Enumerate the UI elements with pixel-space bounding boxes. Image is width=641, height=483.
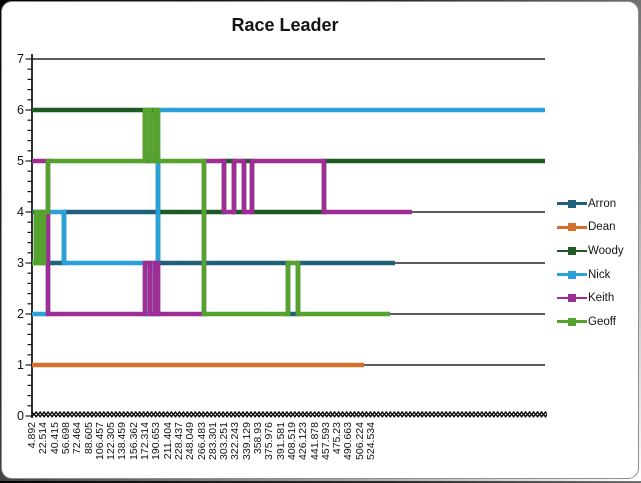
x-axis-label: 72.464	[71, 422, 84, 455]
legend-item-arron: Arron	[557, 192, 639, 216]
series-line-geoff	[32, 107, 390, 317]
legend-marker-square	[568, 270, 576, 279]
series-line-keith	[32, 158, 412, 317]
legend-label: Geoff	[588, 315, 616, 328]
legend-item-nick: Nick	[557, 263, 639, 287]
y-axis-label: 6	[17, 103, 24, 117]
x-axis-label: 426.123	[297, 422, 310, 460]
legend-marker-square	[568, 199, 576, 208]
legend-label: Dean	[588, 221, 616, 234]
series-line-woody	[32, 107, 545, 215]
legend-marker-icon	[557, 270, 587, 279]
legend-label: Nick	[588, 268, 611, 281]
x-axis-label: 22.514	[37, 422, 50, 455]
legend-marker-icon	[557, 294, 587, 303]
x-axis-label: 88.605	[82, 422, 95, 455]
legend-marker-icon	[557, 199, 587, 208]
y-axis-label: 1	[17, 358, 24, 372]
x-axis-label: 40.415	[48, 422, 61, 455]
legend-marker-square	[568, 317, 576, 326]
x-axis-label: 322.243	[229, 422, 242, 460]
x-axis-label: 524.534	[365, 422, 377, 460]
legend-item-dean: Dean	[557, 216, 639, 240]
y-axis-label: 5	[17, 154, 24, 168]
legend-marker-icon	[557, 246, 587, 255]
legend-marker-icon	[557, 223, 587, 232]
x-axis-label: 391.581	[274, 422, 287, 460]
legend-label: Keith	[588, 292, 615, 305]
y-axis-label: 3	[17, 256, 24, 270]
y-axis-label: 2	[17, 307, 24, 321]
y-axis-label: 4	[17, 205, 24, 219]
chart-title: Race Leader	[231, 15, 339, 35]
x-axis-label: 211.404	[161, 422, 174, 460]
x-axis-label: 248.049	[184, 422, 197, 460]
legend-marker-square	[568, 246, 576, 255]
legend-label: Arron	[588, 197, 617, 210]
y-axis-label: 7	[17, 52, 24, 66]
legend: Arron Dean Woody Nick Keith Geoff	[557, 192, 639, 334]
y-axis-label: 0	[17, 409, 24, 423]
x-axis-label: 375.976	[263, 422, 276, 460]
x-axis-label: 190.653	[150, 422, 163, 460]
x-axis-label: 266.483	[195, 422, 208, 460]
legend-marker-square	[568, 223, 576, 232]
x-axis-label: 490.663	[342, 422, 355, 460]
legend-marker-icon	[557, 317, 587, 326]
series-line-arron	[32, 209, 395, 317]
x-axis-label: 138.459	[116, 422, 129, 460]
legend-item-geoff: Geoff	[557, 310, 639, 334]
x-axis-tick-strip: ✕✕✕✕✕✕✕✕✕✕✕✕✕✕✕✕✕✕✕✕✕✕✕✕✕✕✕✕✕✕✕✕✕✕✕✕✕✕✕✕…	[30, 409, 547, 421]
series-line-nick	[32, 107, 545, 317]
legend-marker-square	[568, 294, 576, 303]
legend-item-keith: Keith	[557, 286, 639, 310]
x-axis-label: 441.878	[308, 422, 321, 460]
legend-label: Woody	[588, 244, 624, 257]
legend-item-woody: Woody	[557, 239, 639, 263]
